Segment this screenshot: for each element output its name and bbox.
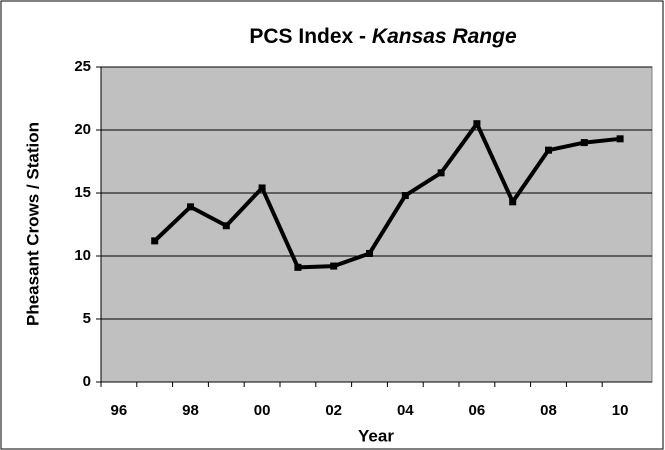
point-marker <box>366 249 373 257</box>
point-marker <box>437 169 445 177</box>
point-marker <box>187 203 194 211</box>
x-tick-label: 02 <box>325 402 342 419</box>
point-marker <box>580 139 588 147</box>
point-marker <box>616 135 624 143</box>
x-tick-label: 96 <box>111 402 128 419</box>
chart-title: PCS Index - Kansas Range <box>249 25 517 48</box>
x-tick-label: 08 <box>540 402 557 419</box>
y-tick-label: 25 <box>74 58 91 75</box>
plot-area <box>100 66 653 383</box>
y-axis-label: Pheasant Crows / Station <box>23 122 42 326</box>
y-tick-label: 20 <box>74 121 91 138</box>
point-marker <box>294 263 302 271</box>
title-emphasis: Kansas Range <box>372 25 517 48</box>
y-tick-label: 10 <box>74 247 91 264</box>
point-marker <box>509 198 517 206</box>
point-marker <box>222 222 230 230</box>
y-tick-label: 15 <box>74 184 91 201</box>
x-tick-label: 06 <box>469 402 486 419</box>
series-line <box>153 121 621 270</box>
point-marker <box>473 120 481 128</box>
point-marker <box>330 262 338 270</box>
x-tick-label: 98 <box>182 402 199 419</box>
x-tick-label: 04 <box>397 402 414 419</box>
point-marker <box>258 184 266 192</box>
x-axis-label: Year <box>358 426 394 445</box>
y-tick-label: 0 <box>83 373 91 390</box>
x-tick-label: 10 <box>612 402 629 419</box>
point-marker <box>151 237 159 245</box>
point-marker <box>401 192 409 200</box>
y-tick-label: 5 <box>83 310 91 327</box>
title-main: PCS Index - <box>249 25 366 48</box>
point-marker <box>545 146 552 154</box>
x-tick-label: 00 <box>254 402 271 419</box>
